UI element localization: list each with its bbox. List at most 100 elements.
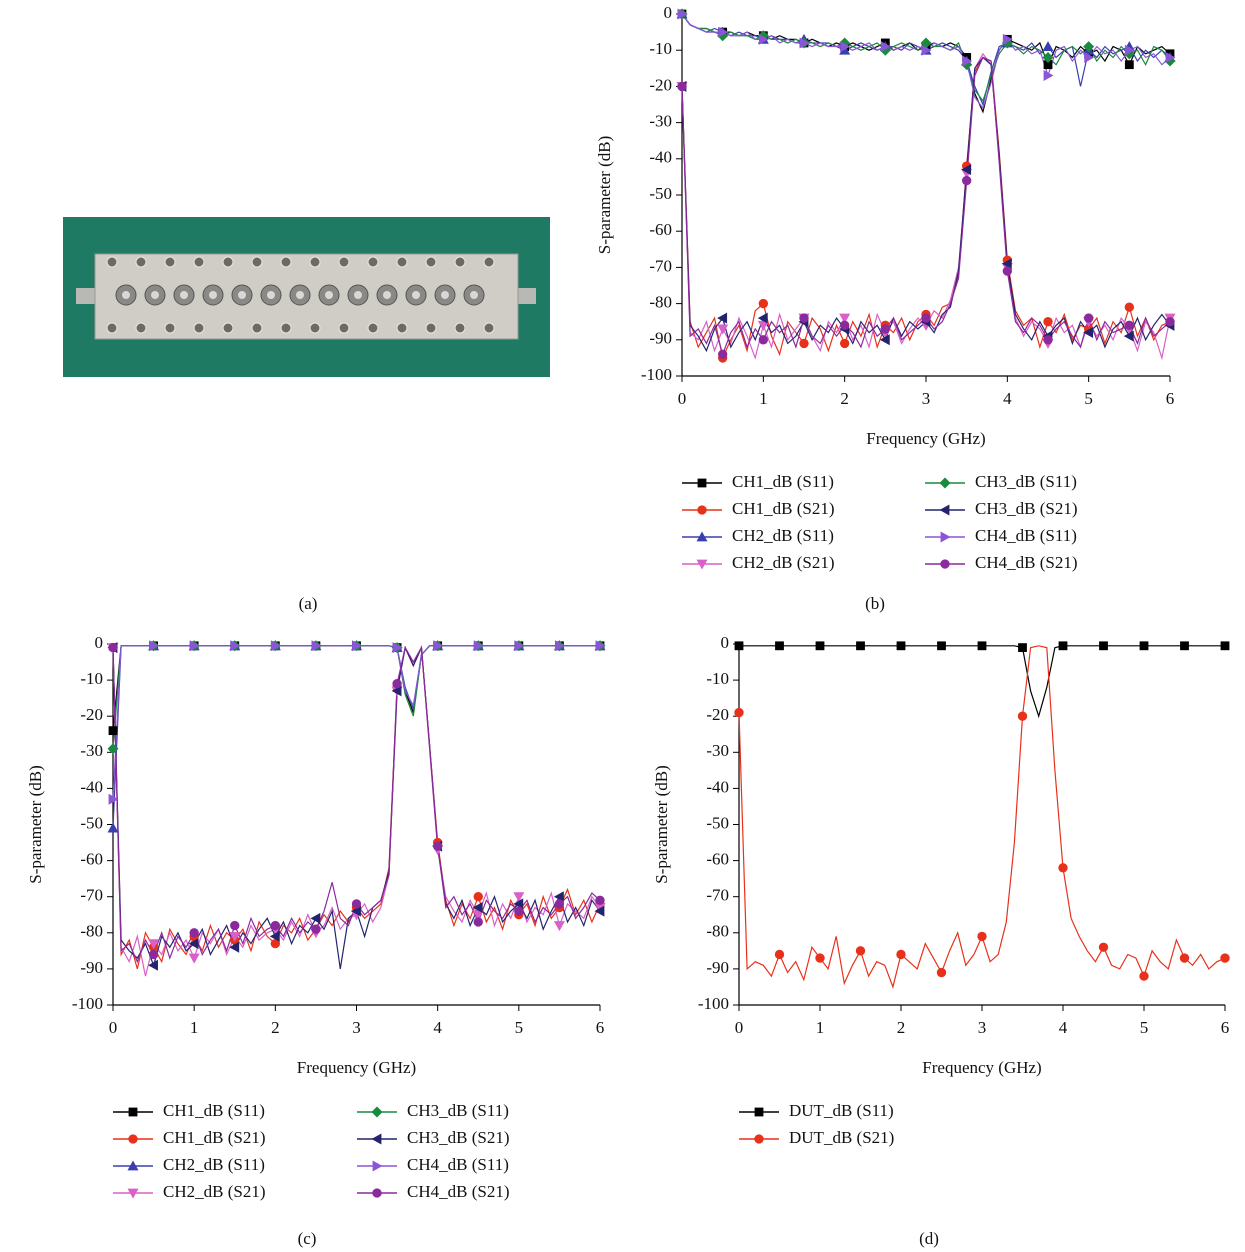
legend-entry: CH1_dB (S21)	[682, 499, 834, 518]
x-axis-label: Frequency (GHz)	[297, 1058, 416, 1077]
marker	[554, 899, 565, 909]
tuning-screw	[296, 291, 304, 299]
series-line	[681, 56, 1171, 353]
marker	[473, 917, 483, 927]
marker	[921, 44, 932, 56]
legend-label: CH4_dB (S21)	[407, 1182, 509, 1201]
marker	[880, 41, 891, 53]
y-tick-label: -70	[80, 886, 103, 905]
marker	[594, 903, 606, 914]
marker	[230, 920, 240, 931]
marker	[595, 640, 606, 652]
marker	[815, 641, 825, 651]
legend-marker	[371, 1106, 383, 1118]
marker	[1220, 641, 1230, 651]
y-tick-label: -30	[706, 741, 729, 760]
x-tick-label: 4	[1059, 1018, 1068, 1037]
x-tick-label: 5	[1084, 389, 1093, 408]
tuning-screw	[383, 291, 391, 299]
marker	[148, 949, 159, 960]
legend-entry: CH3_dB (S21)	[925, 499, 1077, 518]
screw	[396, 322, 408, 334]
y-tick-label: -100	[698, 994, 729, 1013]
legend-label: CH1_dB (S21)	[732, 499, 834, 518]
marker	[734, 707, 744, 718]
screw	[222, 256, 234, 268]
legend-entry: CH3_dB (S11)	[357, 1101, 509, 1120]
marker	[757, 320, 769, 331]
marker	[1083, 327, 1094, 339]
x-tick-label: 0	[735, 1018, 744, 1037]
screw	[193, 256, 205, 268]
y-tick-label: -50	[80, 813, 103, 832]
legend-entry: CH2_dB (S21)	[682, 553, 834, 572]
tuning-screw	[209, 291, 217, 299]
panel-label: (a)	[299, 594, 318, 613]
marker	[774, 949, 785, 960]
marker	[1017, 711, 1028, 721]
x-tick-label: 2	[897, 1018, 906, 1037]
y-tick-label: -20	[706, 705, 729, 724]
screw	[135, 256, 147, 268]
legend-marker	[697, 478, 707, 488]
screw	[367, 322, 379, 334]
marker	[1043, 60, 1053, 70]
marker	[270, 938, 281, 949]
x-tick-label: 1	[759, 389, 768, 408]
x-tick-label: 4	[1003, 389, 1012, 408]
marker	[392, 642, 403, 654]
marker	[758, 298, 769, 309]
marker	[108, 726, 118, 736]
plot-area	[107, 640, 606, 977]
legend-entry: CH2_dB (S21)	[113, 1182, 265, 1201]
legend-marker	[372, 1188, 382, 1198]
legend-label: CH1_dB (S11)	[732, 472, 834, 491]
marker	[311, 924, 321, 934]
x-tick-label: 2	[271, 1018, 280, 1037]
marker	[896, 949, 906, 960]
tuning-screw	[151, 291, 159, 299]
y-tick-label: -70	[649, 256, 672, 275]
marker	[1124, 320, 1135, 330]
x-tick-label: 2	[840, 389, 849, 408]
legend-label: CH3_dB (S21)	[975, 499, 1077, 518]
marker	[758, 335, 769, 345]
marker	[977, 641, 987, 651]
marker	[555, 640, 565, 652]
legend-entry: DUT_dB (S11)	[739, 1101, 894, 1120]
marker	[717, 349, 728, 359]
marker	[839, 313, 851, 324]
marker	[717, 324, 729, 335]
marker	[1002, 33, 1013, 45]
marker	[229, 932, 241, 942]
marker	[108, 793, 119, 805]
legend-marker	[127, 1160, 139, 1171]
marker	[757, 312, 768, 324]
x-tick-label: 4	[433, 1018, 442, 1037]
legend-entry: CH4_dB (S11)	[925, 526, 1077, 545]
plot-area	[734, 641, 1230, 989]
legend-marker	[128, 1134, 138, 1144]
legend-label: DUT_dB (S11)	[789, 1101, 894, 1120]
marker	[839, 320, 850, 330]
y-tick-label: -90	[649, 329, 672, 348]
tuning-screw	[354, 291, 362, 299]
marker	[717, 312, 728, 324]
marker	[594, 905, 605, 917]
y-tick-label: -70	[706, 886, 729, 905]
legend-label: CH4_dB (S11)	[975, 526, 1077, 545]
series-line	[112, 645, 600, 731]
legend-label: CH2_dB (S21)	[163, 1182, 265, 1201]
marker	[1058, 641, 1068, 651]
connector	[76, 288, 96, 304]
legend-marker	[128, 1107, 138, 1117]
legend-label: CH3_dB (S11)	[975, 472, 1077, 491]
screw	[338, 322, 350, 334]
marker	[962, 55, 973, 67]
panel-label: (d)	[919, 1229, 939, 1248]
legend-entry: CH1_dB (S11)	[113, 1101, 265, 1120]
marker	[230, 640, 241, 652]
screw	[164, 322, 176, 334]
marker	[921, 313, 931, 323]
